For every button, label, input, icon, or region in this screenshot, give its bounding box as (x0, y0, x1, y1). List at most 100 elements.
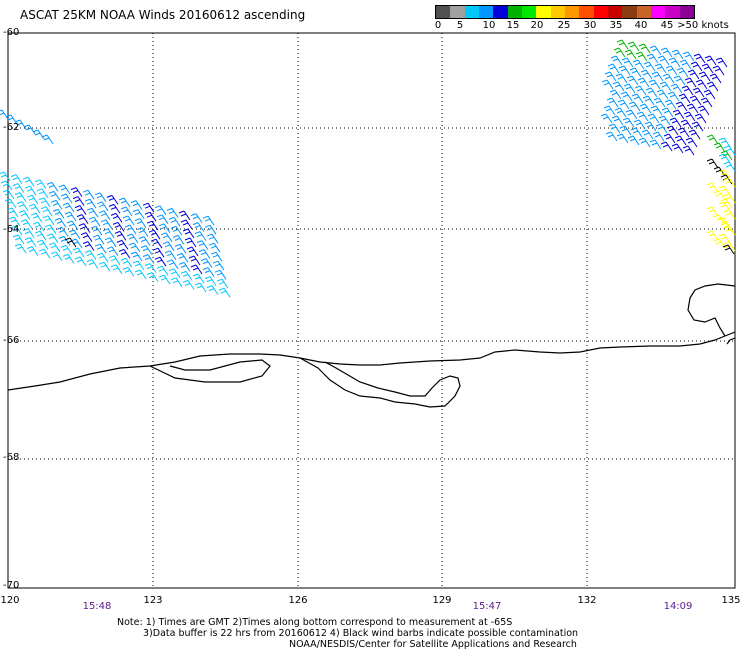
wind-barb (6, 207, 19, 218)
wind-barb (23, 124, 36, 135)
wind-speed-legend: 0 5 10 15 20 25 30 35 40 45 >50 knots (435, 5, 729, 33)
wind-barb (20, 219, 33, 229)
lon-label-135: 135 (721, 595, 740, 606)
coastline-glacier-tongue (687, 283, 736, 337)
wind-barb (22, 176, 35, 187)
wind-barb (605, 131, 618, 142)
wind-barb (176, 252, 189, 263)
wind-barb (616, 39, 629, 50)
wind-barb (152, 247, 165, 258)
wind-barb (681, 85, 694, 96)
wind-barb (635, 51, 648, 62)
wind-barb (641, 129, 654, 140)
wind-barb (706, 182, 719, 193)
legend-label: 15 (506, 20, 520, 31)
wind-barb (106, 194, 119, 205)
wind-barb (723, 161, 736, 172)
wind-barb (600, 113, 613, 124)
wind-barb (34, 179, 47, 190)
wind-barb (40, 206, 53, 217)
wind-barb (623, 83, 636, 94)
wind-barb (621, 57, 634, 68)
legend-swatch (521, 6, 537, 18)
legend-label: 35 (609, 20, 623, 31)
wind-barb (48, 190, 61, 201)
wind-barb (723, 145, 736, 156)
wind-barb (18, 210, 31, 220)
legend-label: 10 (482, 20, 496, 31)
wind-barb (54, 217, 67, 228)
wind-barb (192, 222, 205, 232)
wind-barb (713, 190, 726, 201)
wind-barb (622, 117, 635, 128)
wind-barb (718, 153, 731, 164)
page-title: ASCAT 25KM NOAA Winds 20160612 ascending (20, 8, 306, 22)
lon-label-126: 126 (288, 595, 308, 606)
wind-barb (156, 214, 169, 225)
wind-barb (715, 57, 728, 68)
wind-barb (645, 87, 658, 98)
wind-barb (104, 237, 117, 248)
wind-barb (643, 61, 656, 72)
wind-barb (84, 250, 97, 260)
wind-barb (194, 231, 207, 241)
wind-barb (50, 199, 63, 210)
wind-barb (629, 67, 642, 78)
wind-barb (34, 230, 47, 241)
wind-barb (210, 251, 223, 262)
wind-barb (64, 211, 77, 222)
wind-barb (76, 214, 89, 224)
wind-barb (170, 277, 183, 288)
wind-barb (50, 251, 63, 262)
wind-barb (14, 243, 27, 254)
wind-barb (671, 143, 684, 154)
wind-barb (12, 183, 25, 193)
wind-barb (16, 201, 29, 211)
wind-barb (648, 79, 661, 90)
wind-barb (653, 97, 666, 108)
legend-labels: 0 5 10 15 20 25 30 35 40 45 >50 knots (435, 19, 729, 33)
wind-barb (634, 85, 647, 96)
wind-barb (162, 241, 175, 252)
wind-barb (206, 233, 219, 244)
wind-barb (658, 115, 671, 126)
wind-barb (74, 256, 87, 267)
wind-barb (667, 91, 680, 102)
wind-barb (618, 65, 631, 76)
wind-barb (102, 228, 115, 239)
wind-barb (10, 225, 23, 236)
wind-barb (146, 220, 159, 231)
wind-barb (612, 81, 625, 92)
wind-barb (718, 217, 731, 228)
wind-barb (684, 77, 697, 88)
wind-barb (627, 41, 640, 52)
note-line-1: Note: 1) Times are GMT 2)Times along bot… (117, 617, 513, 628)
wind-barb (638, 137, 651, 148)
wind-barb (144, 211, 157, 222)
wind-barb (709, 73, 722, 84)
wind-barb (685, 137, 698, 148)
wind-barb (659, 81, 672, 92)
legend-swatch (564, 6, 580, 18)
wind-barb (62, 253, 75, 264)
wind-barb (706, 158, 719, 169)
wind-barb (663, 133, 676, 144)
wind-barb (110, 264, 123, 275)
wind-barb (674, 135, 687, 146)
wind-barb (688, 129, 701, 140)
wind-barb (616, 133, 629, 144)
wind-barb (655, 123, 668, 134)
wind-barb (118, 197, 131, 208)
wind-barb (660, 47, 673, 58)
wind-barb (56, 226, 69, 237)
wind-barb (24, 237, 37, 247)
map-frame (7, 32, 736, 589)
wind-barb (178, 210, 191, 221)
wind-barb (662, 73, 675, 84)
wind-barb (202, 267, 215, 277)
wind-barb (168, 216, 181, 227)
wind-barb (190, 213, 203, 223)
wind-barb (78, 223, 91, 233)
wind-barb (196, 240, 209, 250)
